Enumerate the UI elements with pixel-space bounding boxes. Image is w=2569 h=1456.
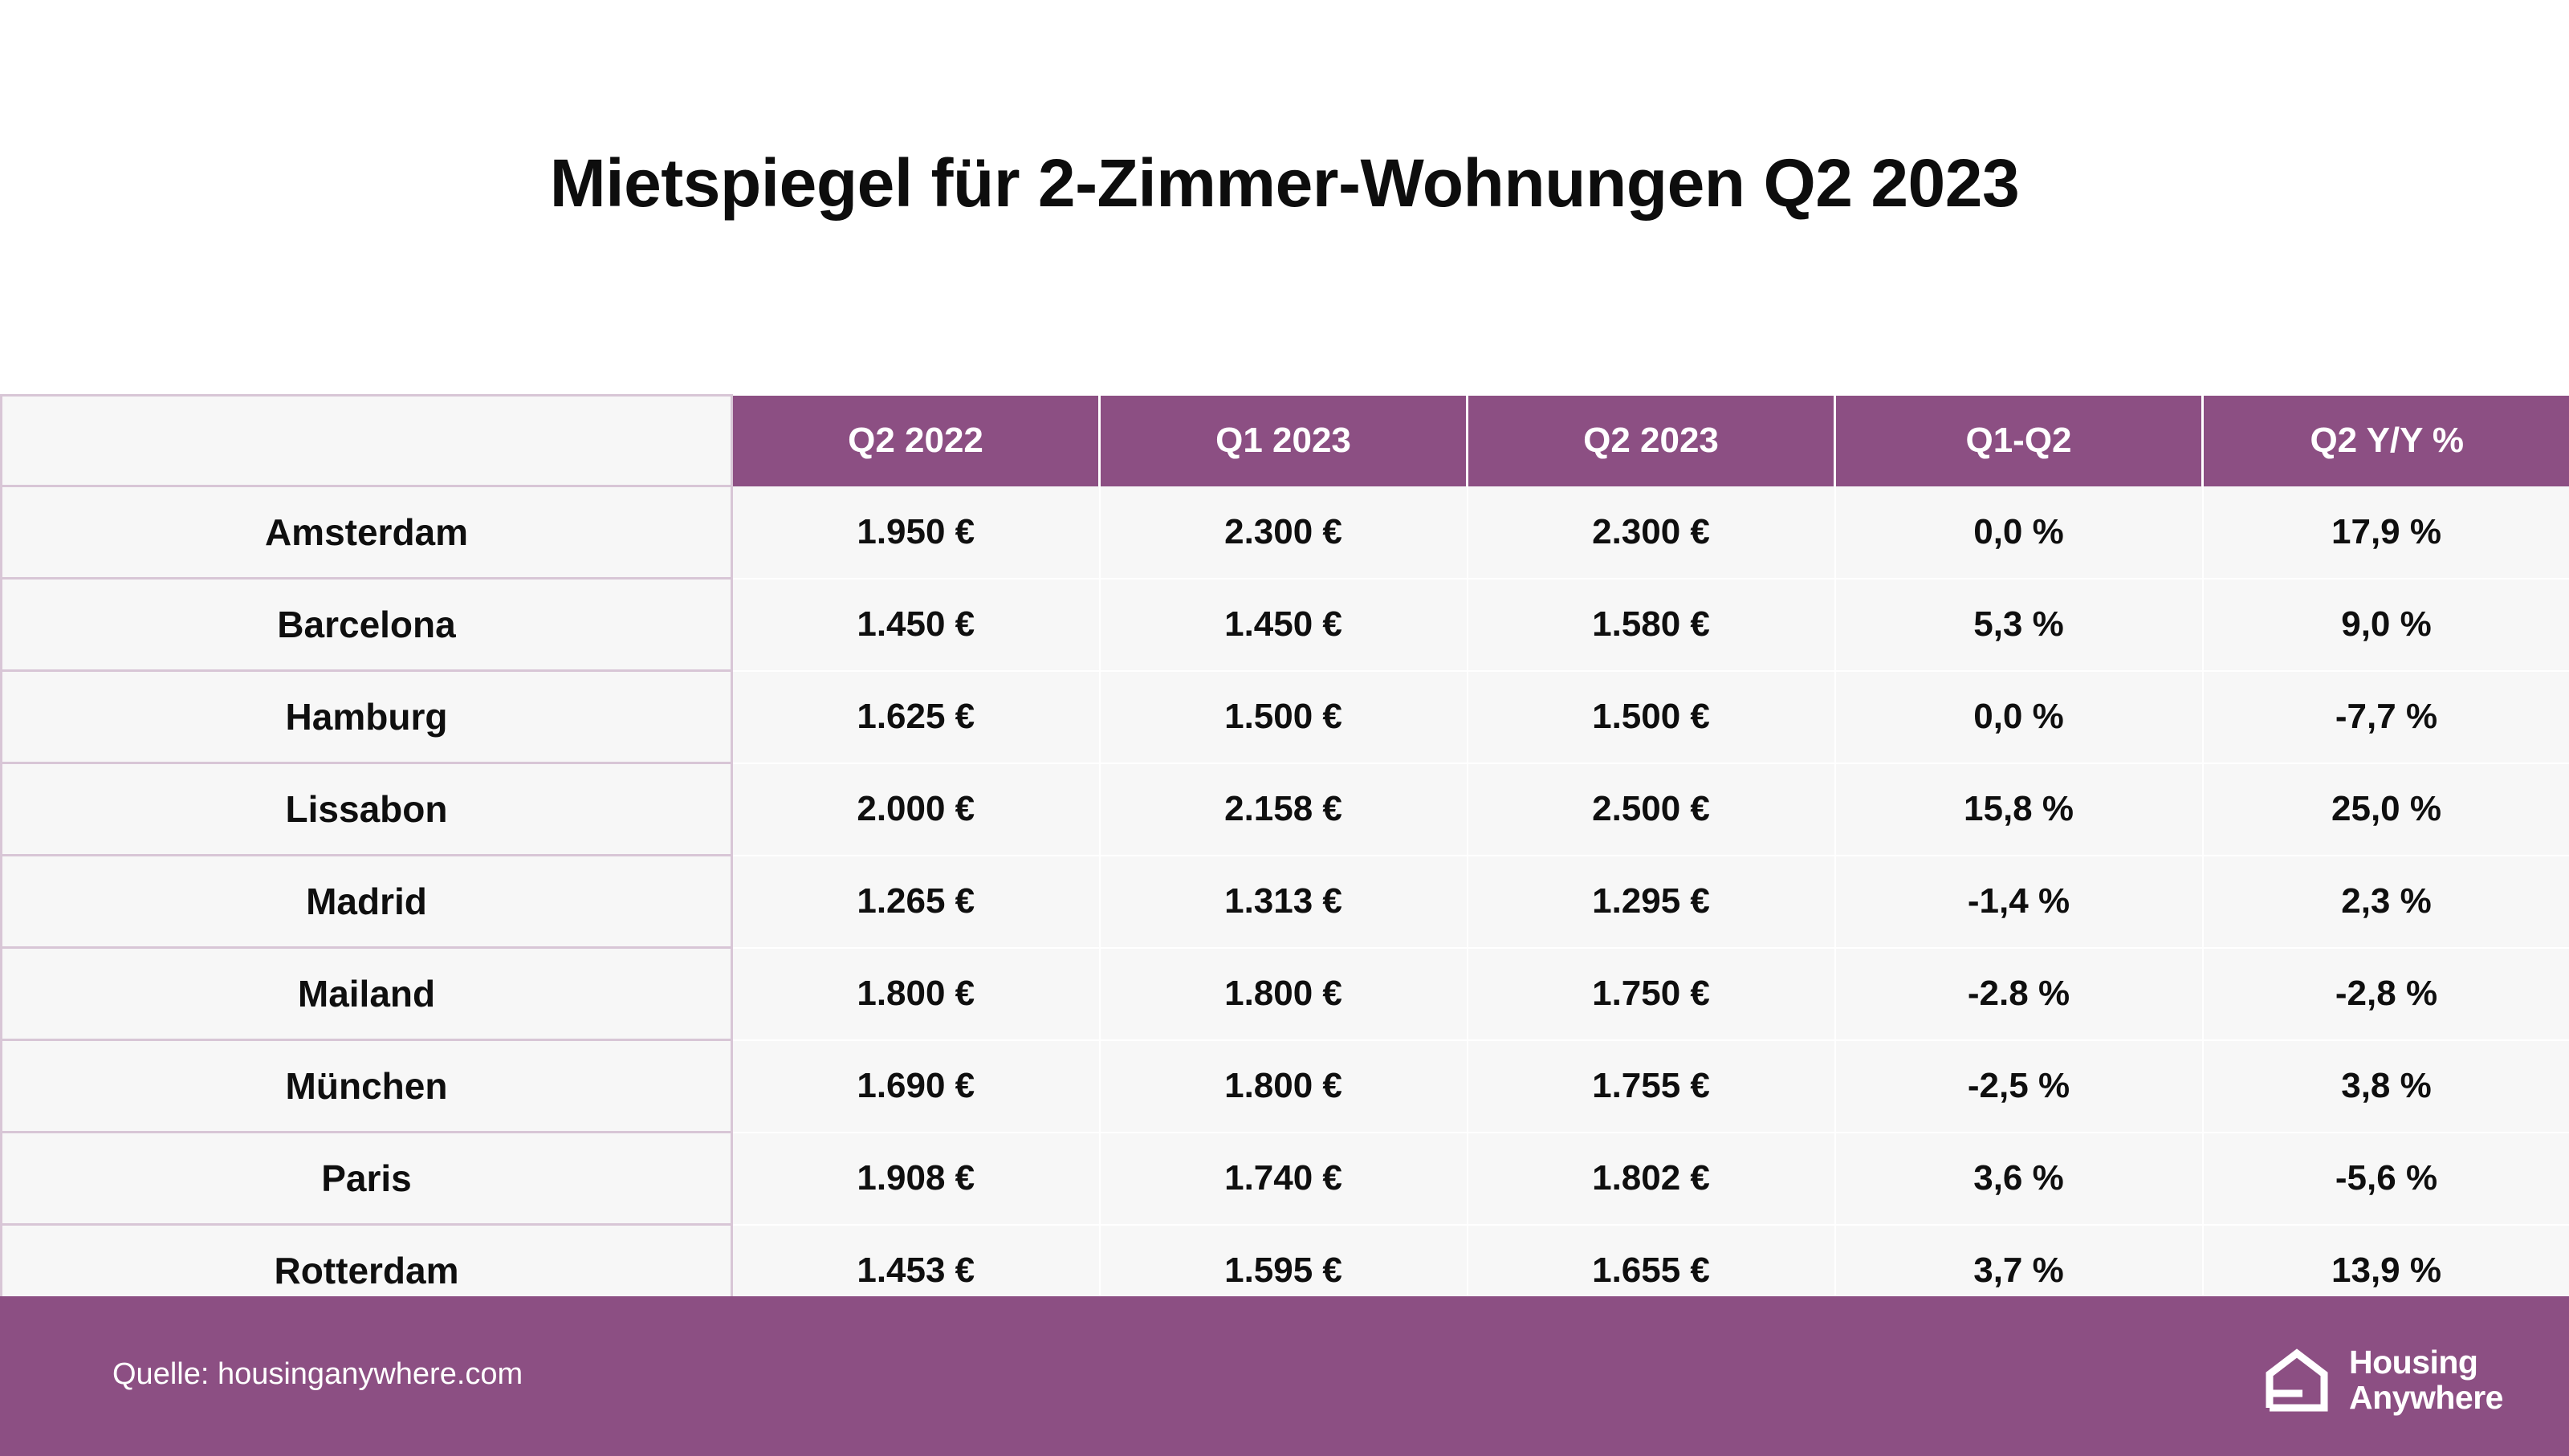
city-name: Amsterdam (0, 485, 733, 580)
rent-value-cell: 1.750 € (1467, 947, 1836, 1041)
rent-value-cell: 1.450 € (731, 578, 1101, 672)
rent-value-cell: 2.300 € (1099, 486, 1468, 580)
column-header-corner (0, 394, 733, 487)
rent-value-cell: 1.265 € (731, 855, 1101, 949)
rent-value-cell: 1.800 € (1099, 1039, 1468, 1133)
percent-change-cell: 15,8 % (1834, 763, 2204, 856)
city-name: Paris (0, 1131, 733, 1226)
city-name: Barcelona (0, 577, 733, 672)
column-header-q1-2023: Q1 2023 (1099, 395, 1468, 486)
rent-value-cell: 1.625 € (731, 670, 1101, 764)
rent-table: Q2 2022 Q1 2023 Q2 2023 Q1-Q2 Q2 Y/Y % A… (0, 394, 2569, 1318)
rent-value-cell: 2.158 € (1099, 763, 1468, 856)
page-title: Mietspiegel für 2-Zimmer-Wohnungen Q2 20… (549, 145, 2020, 221)
percent-change-cell: 9,0 % (2202, 578, 2569, 672)
percent-change-cell: -7,7 % (2202, 670, 2569, 764)
rent-value-cell: 1.740 € (1099, 1132, 1468, 1226)
column-header-q1-q2: Q1-Q2 (1834, 395, 2204, 486)
logo-text: Housing Anywhere (2349, 1344, 2503, 1415)
column-header-q2-2022: Q2 2022 (731, 395, 1101, 486)
percent-change-cell: 3,8 % (2202, 1039, 2569, 1133)
percent-change-cell: -5,6 % (2202, 1132, 2569, 1226)
percent-change-cell: -2,5 % (1834, 1039, 2204, 1133)
percent-change-cell: 5,3 % (1834, 578, 2204, 672)
rent-value-cell: 1.755 € (1467, 1039, 1836, 1133)
percent-change-cell: 0,0 % (1834, 670, 2204, 764)
city-name: Madrid (0, 854, 733, 949)
housing-anywhere-logo: Housing Anywhere (2264, 1344, 2503, 1415)
rent-value-cell: 1.313 € (1099, 855, 1468, 949)
city-name: Lissabon (0, 762, 733, 856)
rent-value-cell: 1.500 € (1099, 670, 1468, 764)
table-row: Barcelona 1.450 €1.450 €1.580 €5,3 % 9,0 % (0, 577, 2569, 672)
rent-value-cell: 1.800 € (731, 947, 1101, 1041)
rent-value-cell: 1.690 € (731, 1039, 1101, 1133)
rent-value-cell: 1.800 € (1099, 947, 1468, 1041)
table-row: Paris 1.908 €1.740 €1.802 €3,6 % -5,6 % (0, 1131, 2569, 1226)
percent-change-cell: -2.8 % (1834, 947, 2204, 1041)
logo-text-line2: Anywhere (2349, 1379, 2503, 1416)
rent-value-cell: 1.450 € (1099, 578, 1468, 672)
rent-value-cell: 1.500 € (1467, 670, 1836, 764)
source-text: Quelle: housinganywhere.com (112, 1357, 523, 1391)
rent-value-cell: 1.295 € (1467, 855, 1836, 949)
percent-change-cell: 2,3 % (2202, 855, 2569, 949)
table-row: Amsterdam 1.950 €2.300 €2.300 €0,0 % 17,9 … (0, 485, 2569, 580)
percent-change-cell: -2,8 % (2202, 947, 2569, 1041)
table-row: Lissabon 2.000 €2.158 €2.500 €15,8 % 25,0 … (0, 762, 2569, 856)
column-header-yoy: Q2 Y/Y % (2202, 395, 2569, 486)
house-icon (2266, 1348, 2328, 1412)
percent-change-cell: 3,6 % (1834, 1132, 2204, 1226)
table-row: Mailand 1.800 €1.800 €1.750 € -2.8 % -2,8 % (0, 946, 2569, 1041)
rent-value-cell: 1.908 € (731, 1132, 1101, 1226)
rent-value-cell: 2.500 € (1467, 763, 1836, 856)
header-row: Q2 2022 Q1 2023 Q2 2023 Q1-Q2 Q2 Y/Y % (0, 394, 2569, 487)
city-name: Mailand (0, 946, 733, 1041)
rent-value-cell: 1.950 € (731, 486, 1101, 580)
table-row: Hamburg 1.625 €1.500 €1.500 €0,0 % -7,7 % (0, 669, 2569, 764)
rent-value-cell: 1.580 € (1467, 578, 1836, 672)
column-header-q2-2023: Q2 2023 (1467, 395, 1836, 486)
rent-value-cell: 2.300 € (1467, 486, 1836, 580)
table-row: München 1.690 €1.800 €1.755 € -2,5 % 3,8 % (0, 1039, 2569, 1133)
city-name: Hamburg (0, 669, 733, 764)
rent-value-cell: 2.000 € (731, 763, 1101, 856)
percent-change-cell: 0,0 % (1834, 486, 2204, 580)
logo-text-line1: Housing (2349, 1344, 2478, 1381)
rent-value-cell: 1.802 € (1467, 1132, 1836, 1226)
percent-change-cell: 25,0 % (2202, 763, 2569, 856)
percent-change-cell: -1,4 % (1834, 855, 2204, 949)
table-row: Madrid 1.265 €1.313 €1.295 € -1,4 % 2,3 % (0, 854, 2569, 949)
percent-change-cell: 17,9 % (2202, 486, 2569, 580)
city-name: München (0, 1039, 733, 1133)
footer-bar: Quelle: housinganywhere.com Housing Anyw… (0, 1296, 2569, 1456)
